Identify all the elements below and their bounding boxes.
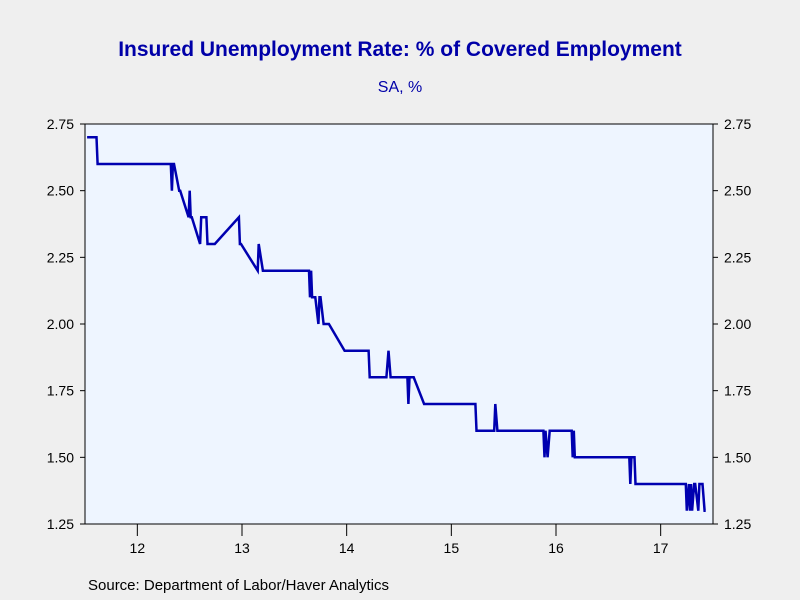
plot-area: [84, 123, 714, 525]
y-tick-label-right: 2.75: [724, 116, 751, 132]
chart-title: Insured Unemployment Rate: % of Covered …: [118, 38, 682, 61]
y-tick-label-right: 1.50: [724, 449, 751, 465]
y-tick-label-right: 2.50: [724, 183, 751, 199]
chart-subtitle: SA, %: [377, 79, 423, 96]
y-tick-label-left: 1.25: [47, 516, 74, 532]
source-note: Source: Department of Labor/Haver Analyt…: [88, 577, 389, 594]
y-axis-right: 2.75 2.50 2.25 2.00 1.75 1.50 1.25: [713, 116, 751, 532]
y-tick-label-left: 2.75: [47, 116, 74, 132]
y-tick-label-left: 2.00: [47, 316, 74, 332]
x-tick-label: 16: [548, 540, 564, 556]
x-tick-label: 13: [234, 540, 250, 556]
y-tick-label-right: 2.25: [724, 249, 751, 265]
x-tick-label: 14: [339, 540, 355, 556]
x-tick-label: 12: [130, 540, 146, 556]
y-tick-label-right: 1.75: [724, 383, 751, 399]
series-line: [87, 136, 706, 512]
y-tick-label-right: 1.25: [724, 516, 751, 532]
y-tick-label-left: 1.75: [47, 383, 74, 399]
x-tick-label: 15: [444, 540, 460, 556]
y-axis-left: 2.75 2.50 2.25 2.00 1.75 1.50 1.25: [47, 116, 85, 532]
y-tick-label-left: 1.50: [47, 449, 74, 465]
x-tick-label: 17: [653, 540, 669, 556]
y-tick-label-left: 2.50: [47, 183, 74, 199]
x-axis: 12 13 14 15 16 17: [130, 524, 669, 556]
y-tick-label-right: 2.00: [724, 316, 751, 332]
y-tick-label-left: 2.25: [47, 249, 74, 265]
